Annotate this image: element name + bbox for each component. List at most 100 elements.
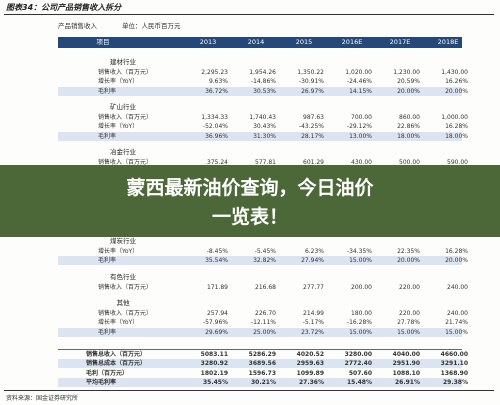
table-row: 毛利率 36.96% 31.30% 28.17% 13.00% 18.00% 18.00%: [58, 131, 468, 141]
subtitle: 产品销售收入: [58, 22, 97, 30]
table-cell: 15.48%: [347, 379, 372, 387]
table-cell: 20.00%: [397, 87, 420, 95]
table-cell: 14.15%: [349, 87, 372, 95]
row-label: 销售总收入（百万元）: [86, 351, 147, 358]
table-cell: 15.00%: [445, 328, 468, 336]
table-cell: 23.72%: [301, 328, 324, 336]
table-row: 毛利率 35.54% 32.82% 27.94% 15.00% 20.00% 20.00%: [58, 256, 468, 266]
table-cell: 16.26%: [445, 78, 468, 86]
table-row: 毛利率 29.69% 25.00% 23.72% 15.00% 15.00% 15.00%: [58, 327, 468, 337]
section-title: 冶金行业: [110, 147, 136, 156]
banner-text: 一览表！: [211, 206, 288, 228]
table-cell: 1,350.22: [297, 69, 324, 76]
header-cell: 2013: [199, 38, 217, 46]
table-cell: 13.00%: [349, 132, 372, 140]
table-row: 毛利率 36.72% 30.53% 26.97% 14.15% 20.00% 20.00%: [58, 86, 468, 96]
section-title: 有色行业: [110, 272, 136, 281]
table-row: 增长率（YoY） -8.45% -5.45% 6.23% -34.35% 22.35% 16…: [58, 247, 468, 256]
table-cell: 2951.90: [392, 359, 420, 367]
row-label: 销售收入（百万元）: [98, 113, 153, 121]
table-cell: -34.35%: [346, 248, 372, 255]
table-cell: 4040.00: [392, 351, 420, 358]
table-cell: 21.74%: [445, 319, 468, 327]
table-cell: 28.17%: [301, 132, 324, 140]
table-cell: -5.17%: [302, 319, 324, 327]
table-cell: -43.25%: [298, 123, 324, 131]
table-cell: 240.00: [447, 283, 468, 291]
table-cell: 35.54%: [205, 257, 228, 265]
table-cell: 5083.11: [200, 351, 228, 358]
table-cell: 220.00: [399, 309, 420, 317]
table-cell: 25.00%: [253, 328, 276, 336]
section-title: 煤炭行业: [110, 237, 136, 245]
table-row: 毛利（百万元） 1802.19 1596.73 1099.89 507.60 1088.1…: [58, 369, 468, 378]
table-cell: 601.29: [303, 158, 324, 166]
table-cell: 500.00: [399, 158, 420, 166]
table-cell: 22.86%: [397, 123, 420, 131]
table-cell: 9.63%: [208, 78, 228, 86]
table-cell: 18.00%: [445, 132, 468, 140]
table-cell: 18.00%: [397, 132, 420, 140]
row-label: 销售收入（百万元）: [98, 158, 153, 166]
row-label: 增长率（YoY）: [98, 248, 139, 255]
table-cell: 31.30%: [253, 132, 276, 140]
table-cell: 430.00: [351, 158, 372, 166]
table-cell: 3689.56: [248, 359, 276, 367]
table-cell: 1099.89: [296, 369, 324, 377]
row-label: 销售收入（百万元）: [98, 309, 153, 317]
header-cell: 项目: [96, 38, 110, 46]
row-label: 销售总成本（百万元）: [86, 359, 147, 367]
table-cell: 2772.40: [344, 359, 372, 367]
table-row: 销售收入（百万元） 1,334.33 1,740.43 987.63 700.00 860…: [58, 113, 468, 122]
row-label: 毛利率: [98, 328, 117, 336]
table-cell: 226.70: [255, 309, 276, 317]
row-label: 平均毛利率: [86, 379, 117, 387]
banner-text: 蒙西最新油价查询，今日油价: [126, 177, 374, 199]
row-label: 毛利率: [98, 257, 117, 265]
table-cell: 20.59%: [397, 78, 420, 86]
bottom-rule: [4, 390, 494, 391]
table-cell: 36.96%: [205, 132, 228, 140]
table-row: 销售收入（百万元） 171.89 216.68 277.77 200.00 220.00 2…: [58, 283, 468, 292]
table-cell: 577.81: [255, 158, 276, 166]
table-cell: 3280.92: [200, 359, 228, 367]
table-cell: 36.72%: [205, 87, 228, 95]
table-cell: 375.24: [207, 158, 228, 166]
table-cell: -16.28%: [346, 319, 372, 327]
table-cell: 220.00: [399, 283, 420, 291]
table-cell: -12.11%: [250, 319, 276, 327]
table-cell: 16.28%: [445, 248, 468, 255]
table-cell: 2,295.23: [201, 69, 228, 76]
table-cell: 30.43%: [253, 123, 276, 131]
table-cell: 277.77: [303, 283, 324, 291]
table-cell: 1,230.00: [393, 69, 420, 76]
table-cell: 590.00: [447, 158, 468, 166]
table-cell: 180.00: [351, 309, 372, 317]
table-cell: 35.45%: [203, 379, 228, 387]
top-rule: [4, 14, 494, 15]
table-cell: -29.12%: [346, 123, 372, 131]
header-cell: 2018E: [437, 38, 459, 46]
table-cell: 15.00%: [397, 328, 420, 336]
table-cell: 15.00%: [349, 257, 372, 265]
table-cell: 1368.90: [440, 369, 468, 377]
section-title: 矿山行业: [110, 102, 136, 111]
table-cell: 4020.52: [296, 351, 324, 358]
table-cell: 30.21%: [251, 379, 276, 387]
table-row: 增长率（YoY） 9.63% -14.86% -30.91% -24.46% 20.59%…: [58, 77, 468, 86]
table-cell: 16.28%: [445, 123, 468, 131]
row-label: 毛利率: [98, 132, 117, 140]
table-cell: 700.00: [351, 113, 372, 121]
table-row: 增长率（YoY） -52.04% 30.43% -43.25% -29.12% 22.86…: [58, 122, 468, 131]
table-cell: 1,430.00: [441, 69, 468, 76]
table-cell: 5286.29: [248, 351, 276, 358]
table-cell: 507.60: [348, 369, 372, 377]
table-cell: -5.45%: [254, 248, 276, 255]
row-label: 增长率（YoY）: [98, 123, 139, 131]
section-title: 建材行业: [110, 58, 136, 66]
table-cell: 214.99: [303, 309, 324, 317]
table-row: 销售收入（百万元） 257.94 226.70 214.99 180.00 220.00 2…: [58, 309, 468, 318]
table-cell: 3291.10: [440, 359, 468, 367]
table-row: 平均毛利率 35.45% 30.21% 27.36% 15.48% 26.91% 29.38…: [58, 378, 468, 388]
table-cell: 29.69%: [205, 328, 228, 336]
